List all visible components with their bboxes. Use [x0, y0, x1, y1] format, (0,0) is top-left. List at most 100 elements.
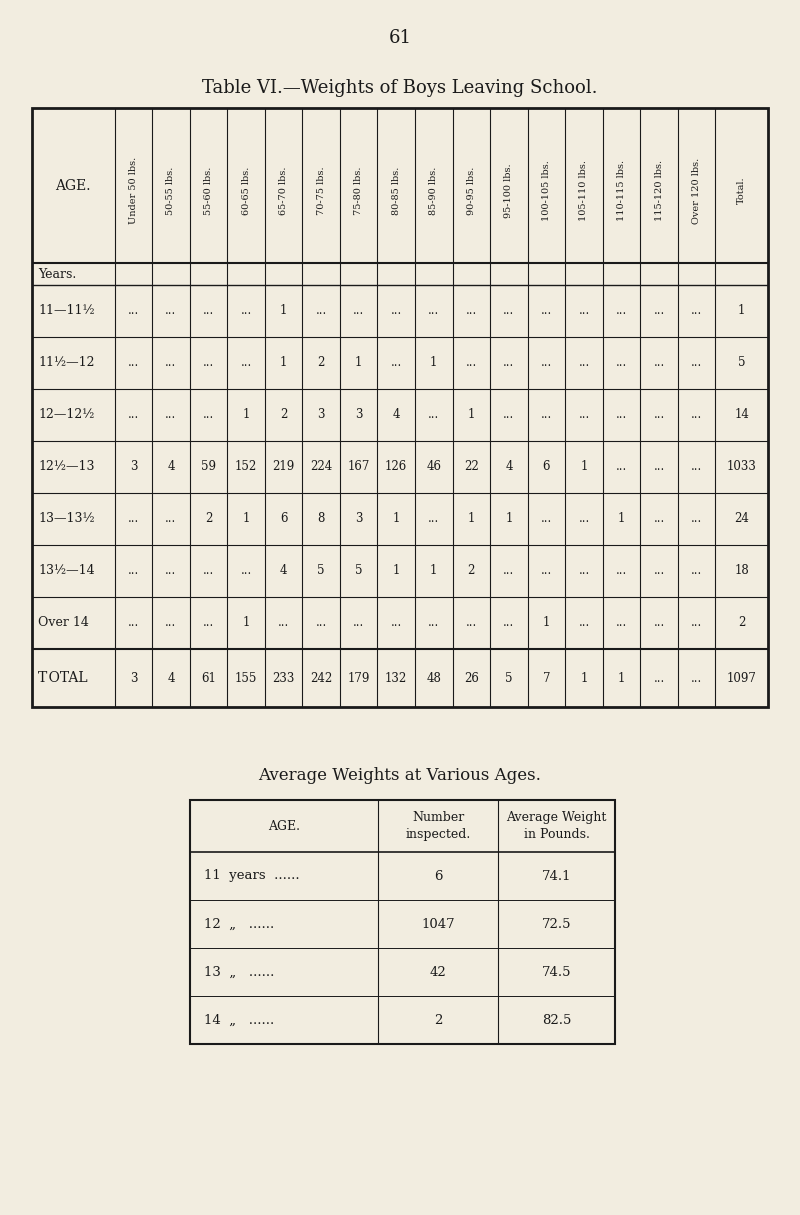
Text: 13  „   ......: 13 „ ...... — [204, 966, 274, 978]
Text: 60-65 lbs.: 60-65 lbs. — [242, 166, 250, 215]
Text: 1: 1 — [242, 513, 250, 526]
Text: 1: 1 — [468, 513, 475, 526]
Text: 1: 1 — [242, 408, 250, 422]
Text: ...: ... — [691, 565, 702, 577]
Text: 42: 42 — [430, 966, 446, 978]
Text: ...: ... — [428, 305, 439, 317]
Text: ...: ... — [128, 305, 139, 317]
Text: ...: ... — [128, 565, 139, 577]
Text: ...: ... — [654, 513, 665, 526]
Text: 1: 1 — [580, 672, 588, 684]
Text: 1: 1 — [242, 616, 250, 629]
Text: ...: ... — [654, 672, 665, 684]
Text: T OTAL: T OTAL — [38, 671, 88, 685]
Text: 1: 1 — [580, 460, 588, 474]
Text: ...: ... — [466, 305, 477, 317]
Text: 12  „   ......: 12 „ ...... — [204, 917, 274, 931]
Text: ...: ... — [541, 408, 552, 422]
Text: 74.1: 74.1 — [542, 870, 571, 882]
Text: Under 50 lbs.: Under 50 lbs. — [129, 157, 138, 224]
Text: ...: ... — [616, 305, 627, 317]
Text: 3: 3 — [130, 672, 137, 684]
Text: 18: 18 — [734, 565, 749, 577]
Text: ...: ... — [166, 565, 177, 577]
Text: ...: ... — [578, 356, 590, 369]
Text: ...: ... — [578, 565, 590, 577]
Text: 11½—12: 11½—12 — [38, 356, 94, 369]
Text: 3: 3 — [130, 460, 137, 474]
Text: Total.: Total. — [738, 176, 746, 204]
Text: ...: ... — [541, 565, 552, 577]
Text: 1: 1 — [506, 513, 513, 526]
Text: Average Weight
in Pounds.: Average Weight in Pounds. — [506, 810, 606, 841]
Text: 59: 59 — [201, 460, 216, 474]
Text: 75-80 lbs.: 75-80 lbs. — [354, 166, 363, 215]
Text: ...: ... — [654, 565, 665, 577]
Text: 3: 3 — [355, 408, 362, 422]
Text: 61: 61 — [201, 672, 216, 684]
Text: ...: ... — [691, 513, 702, 526]
Text: 82.5: 82.5 — [542, 1013, 571, 1027]
Text: ...: ... — [128, 616, 139, 629]
Text: 8: 8 — [318, 513, 325, 526]
Text: 1033: 1033 — [726, 460, 757, 474]
Text: 48: 48 — [426, 672, 442, 684]
Text: ...: ... — [241, 356, 252, 369]
Text: 115-120 lbs.: 115-120 lbs. — [654, 160, 664, 221]
Text: AGE.: AGE. — [268, 819, 300, 832]
Text: 1097: 1097 — [726, 672, 757, 684]
Text: 219: 219 — [273, 460, 294, 474]
Text: ...: ... — [691, 305, 702, 317]
Text: 2: 2 — [434, 1013, 442, 1027]
Text: ...: ... — [166, 616, 177, 629]
Text: 4: 4 — [505, 460, 513, 474]
Text: 1: 1 — [618, 672, 626, 684]
Text: ...: ... — [166, 513, 177, 526]
Text: 132: 132 — [385, 672, 407, 684]
Text: ...: ... — [203, 305, 214, 317]
Text: 6: 6 — [280, 513, 287, 526]
Text: 6: 6 — [542, 460, 550, 474]
Text: 5: 5 — [318, 565, 325, 577]
Text: 6: 6 — [434, 870, 442, 882]
Text: 11  years  ......: 11 years ...... — [204, 870, 300, 882]
Text: 126: 126 — [385, 460, 407, 474]
Text: ...: ... — [616, 565, 627, 577]
Text: 74.5: 74.5 — [542, 966, 571, 978]
Text: Over 14: Over 14 — [38, 616, 89, 629]
Text: ...: ... — [203, 565, 214, 577]
Text: ...: ... — [654, 356, 665, 369]
Text: 50-55 lbs.: 50-55 lbs. — [166, 166, 175, 215]
Text: ...: ... — [503, 565, 514, 577]
Text: ...: ... — [315, 305, 326, 317]
Text: 24: 24 — [734, 513, 749, 526]
Text: 110-115 lbs.: 110-115 lbs. — [617, 160, 626, 221]
Text: 5: 5 — [505, 672, 513, 684]
Text: 55-60 lbs.: 55-60 lbs. — [204, 166, 213, 215]
Text: ...: ... — [503, 616, 514, 629]
Text: 5: 5 — [738, 356, 746, 369]
Text: ...: ... — [541, 305, 552, 317]
Text: 224: 224 — [310, 460, 332, 474]
Text: ...: ... — [278, 616, 290, 629]
Text: ...: ... — [241, 565, 252, 577]
Text: 22: 22 — [464, 460, 478, 474]
Text: ...: ... — [466, 616, 477, 629]
Text: ...: ... — [390, 616, 402, 629]
Text: ...: ... — [428, 616, 439, 629]
Text: ...: ... — [503, 356, 514, 369]
Text: 72.5: 72.5 — [542, 917, 571, 931]
Text: Over 120 lbs.: Over 120 lbs. — [692, 158, 701, 224]
Text: 4: 4 — [280, 565, 287, 577]
Text: ...: ... — [241, 305, 252, 317]
Text: 1: 1 — [280, 305, 287, 317]
Text: 4: 4 — [393, 408, 400, 422]
Text: 1047: 1047 — [421, 917, 455, 931]
Text: 11—11½: 11—11½ — [38, 305, 94, 317]
Text: 2: 2 — [738, 616, 746, 629]
Text: ...: ... — [390, 356, 402, 369]
Text: ...: ... — [691, 356, 702, 369]
Bar — [32, 108, 768, 707]
Text: ...: ... — [654, 616, 665, 629]
Text: 65-70 lbs.: 65-70 lbs. — [279, 166, 288, 215]
